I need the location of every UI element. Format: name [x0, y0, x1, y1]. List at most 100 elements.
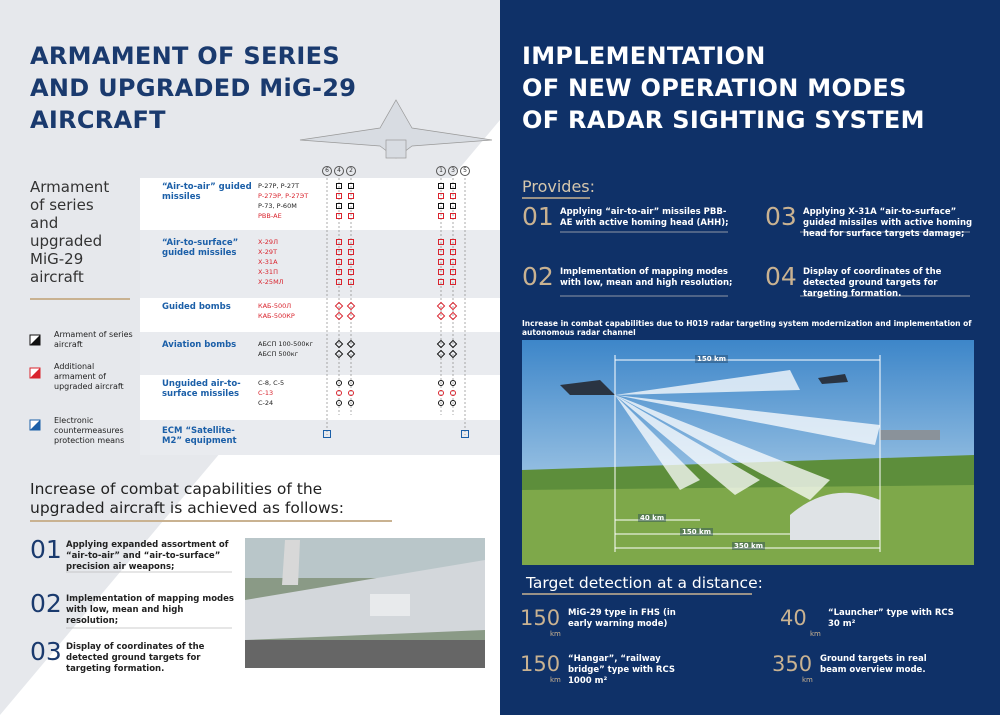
title-line: AIRCRAFT: [30, 106, 166, 134]
distance-label: 150 km: [680, 528, 713, 536]
legend-item: Electronic countermeasures protection me…: [54, 416, 125, 445]
distance-label: 40 km: [638, 514, 667, 522]
distance: 40: [780, 606, 807, 630]
provides-title: Provides:: [522, 177, 596, 196]
weapon-symbol: [438, 203, 444, 209]
item-number: 04: [765, 262, 797, 291]
detection-text: MiG-29 type in FHS (in early warning mod…: [568, 608, 676, 629]
weapon-symbol: [336, 193, 342, 199]
weapon-symbol: [438, 183, 444, 189]
weapon-symbol: [450, 380, 456, 386]
weapon: КАБ-500КР: [258, 312, 295, 320]
distance-label: 350 km: [732, 542, 765, 550]
increase-text: Increase in combat capabilities due to Н…: [522, 319, 972, 337]
weapon: С-13: [258, 389, 274, 397]
weapon-symbol: [450, 269, 456, 275]
weapon-symbol: [348, 390, 354, 396]
weapon-symbol: [336, 203, 342, 209]
unit: km: [550, 676, 561, 684]
weapon: С-24: [258, 399, 274, 407]
weapon: АБСП 500кг: [258, 350, 299, 358]
weapon-symbol: [348, 269, 354, 275]
weapon-symbol: [348, 203, 354, 209]
weapon-symbol: [450, 249, 456, 255]
legend-item: Additional armament of upgraded aircraft: [54, 362, 124, 391]
weapon: РВВ-АЕ: [258, 212, 282, 220]
side-title-line: aircraft: [30, 268, 84, 286]
side-title-line: MiG-29: [30, 250, 84, 268]
ecm-symbol: [461, 430, 469, 438]
weapon-symbol: [438, 249, 444, 255]
weapon-symbol: [450, 193, 456, 199]
weapon-symbol: [348, 259, 354, 265]
weapon-symbol: [348, 249, 354, 255]
pylon-number: 6: [322, 166, 332, 176]
side-title-line: upgraded: [30, 232, 103, 250]
title-line: AND UPGRADED MiG-29: [30, 74, 357, 102]
weapon: Р-27ЭР, Р-27ЭТ: [258, 192, 309, 200]
distance: 350: [772, 652, 813, 676]
detection-text: Ground targets in real beam overview mod…: [820, 654, 927, 675]
unit: km: [550, 630, 561, 638]
title-line: OF NEW OPERATION MODES: [522, 74, 907, 102]
item-number: 03: [765, 202, 797, 231]
weapon-symbol: [336, 259, 342, 265]
item-text: Display of coordinates of the detected g…: [803, 267, 942, 299]
weapon-symbol: [348, 213, 354, 219]
weapon-symbol: [336, 390, 342, 396]
category: “Air-to-surface” guided missiles: [162, 238, 239, 258]
weapon-symbol: [450, 259, 456, 265]
item-text: Implementation of mapping modes with low…: [66, 594, 234, 626]
weapon: Х-29Л: [258, 238, 278, 246]
title-line: OF RADAR SIGHTING SYSTEM: [522, 106, 925, 134]
side-title-line: Armament: [30, 178, 110, 196]
item-number: 02: [30, 589, 62, 618]
weapon-symbol: [450, 390, 456, 396]
unit: km: [810, 630, 821, 638]
item-number: 03: [30, 637, 62, 666]
weapon-symbol: [438, 380, 444, 386]
detection-title: Target detection at a distance:: [526, 574, 763, 592]
weapon-symbol: [348, 380, 354, 386]
detection-text: “Launcher” type with RCS 30 m²: [828, 608, 954, 629]
pylon-number: 3: [448, 166, 458, 176]
weapon-symbol: [348, 239, 354, 245]
weapon: Х-25МЛ: [258, 278, 284, 286]
ecm-symbol: [323, 430, 331, 438]
weapon: Х-31А: [258, 258, 278, 266]
weapon-symbol: [336, 249, 342, 255]
weapon-symbol: [348, 193, 354, 199]
weapon-symbol: [438, 390, 444, 396]
weapon-symbol: [336, 269, 342, 275]
distance-label: 150 km: [695, 355, 728, 363]
weapon-symbol: [438, 239, 444, 245]
weapon-symbol: [438, 259, 444, 265]
weapon: Р-27Р, Р-27Т: [258, 182, 300, 190]
side-title-line: and: [30, 214, 59, 232]
unit: km: [802, 676, 813, 684]
side-title-line: of series: [30, 196, 94, 214]
distance: 150: [520, 606, 561, 630]
weapon-symbol: [336, 239, 342, 245]
weapon-symbol: [450, 400, 456, 406]
pylon-number: 4: [334, 166, 344, 176]
item-number: 02: [522, 262, 554, 291]
category: “Air-to-air” guided missiles: [162, 182, 252, 202]
category: Aviation bombs: [162, 340, 237, 350]
weapon-symbol: [438, 279, 444, 285]
detection-text: “Hangar”, “railway bridge” type with RCS…: [568, 654, 675, 686]
weapon: Х-29Т: [258, 248, 278, 256]
title-line: ARMAMENT OF SERIES: [30, 42, 340, 70]
weapon-symbol: [336, 279, 342, 285]
achieved-title: Increase of combat capabilities of the u…: [30, 480, 344, 517]
weapon-symbol: [450, 279, 456, 285]
weapon-symbol: [438, 193, 444, 199]
weapon-symbol: [450, 183, 456, 189]
weapon-symbol: [348, 183, 354, 189]
item-text: Display of coordinates of the detected g…: [66, 642, 205, 674]
weapon-symbol: [450, 203, 456, 209]
item-text: Applying “air-to-air” missiles РВВ-АЕ wi…: [560, 207, 729, 228]
pylon-number: 2: [346, 166, 356, 176]
